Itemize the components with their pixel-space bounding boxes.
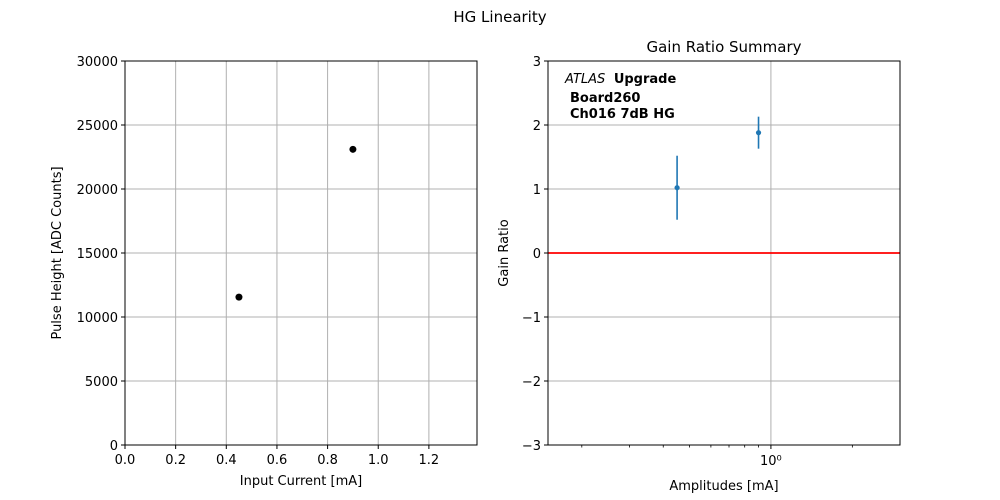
linearity-x-ticks: 0.0 0.2 0.4 0.6 0.8 1.0 1.2 [115,445,440,468]
gain-ratio-chart: Gain Ratio Summary 10⁰ −3 −2 −1 0 1 2 3 Amplit… [497,38,901,494]
atlas-annotation: ATLAS Upgrade Board260 Ch016 7dB HG [564,72,676,122]
linearity-y-tick-label: 20000 [77,183,118,198]
linearity-y-tick-label: 25000 [77,119,118,134]
annotation-atlas-label: ATLAS [564,72,605,87]
gain-ratio-title: Gain Ratio Summary [646,38,801,56]
annotation-channel-label: Ch016 7dB HG [570,107,675,122]
gain-ratio-y-tick-label: 0 [533,247,541,262]
linearity-x-tick-label: 0.2 [165,453,186,468]
linearity-y-ticks: 0 5000 10000 15000 20000 25000 30000 [77,55,125,454]
gain-ratio-y-ticks: −3 −2 −1 0 1 2 3 [522,55,548,454]
gain-ratio-y-tick-label: −1 [522,311,541,326]
gain-ratio-data-point [755,130,762,136]
linearity-x-tick-label: 0.0 [115,453,136,468]
gain-ratio-points [674,116,762,220]
linearity-data-point [349,145,357,153]
gain-ratio-y-axis-label: Gain Ratio [497,219,512,286]
linearity-y-tick-label: 5000 [85,375,118,390]
linearity-x-tick-label: 1.0 [368,453,389,468]
linearity-y-tick-label: 15000 [77,247,118,262]
linearity-x-tick-label: 1.2 [419,453,440,468]
linearity-data-point [235,293,243,301]
gain-ratio-x-tick-label: 10⁰ [760,454,782,469]
gain-ratio-y-tick-label: −2 [522,375,541,390]
linearity-points [235,145,357,301]
annotation-board-label: Board260 [570,91,640,106]
gain-ratio-y-tick-label: −3 [522,439,541,454]
gain-ratio-data-point [674,185,680,191]
linearity-y-axis-label: Pulse Height [ADC Counts] [50,166,65,339]
gain-ratio-y-tick-label: 1 [533,183,541,198]
gain-ratio-y-tick-label: 2 [533,119,541,134]
linearity-y-tick-label: 0 [110,439,118,454]
linearity-chart: 0.0 0.2 0.4 0.6 0.8 1.0 1.2 0 5000 10000 15000 200… [50,55,478,489]
svg-text:ATLAS Upgrade: ATLAS Upgrade [564,72,676,87]
linearity-y-tick-label: 10000 [77,311,118,326]
linearity-x-tick-label: 0.6 [267,453,288,468]
linearity-x-tick-label: 0.8 [317,453,338,468]
linearity-grid [124,60,477,446]
annotation-upgrade-label: Upgrade [614,72,677,87]
linearity-x-tick-label: 0.4 [216,453,237,468]
gain-ratio-x-ticks: 10⁰ [581,445,853,469]
linearity-x-axis-label: Input Current [mA] [240,474,362,489]
gain-ratio-y-tick-label: 3 [533,55,541,70]
gain-ratio-x-axis-label: Amplitudes [mA] [669,479,778,494]
linearity-y-tick-label: 30000 [77,55,118,70]
figure-title: HG Linearity [453,8,546,26]
